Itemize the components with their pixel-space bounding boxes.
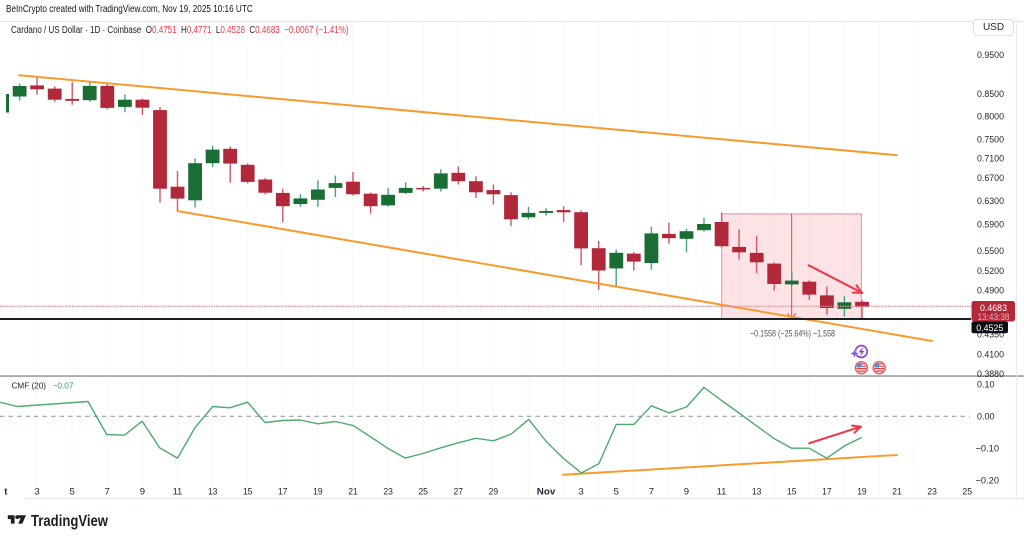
svg-text:5: 5 [614, 487, 619, 498]
svg-text:15: 15 [787, 487, 797, 498]
svg-text:9: 9 [684, 487, 689, 498]
svg-text:25: 25 [418, 487, 428, 498]
svg-text:t: t [4, 487, 8, 498]
svg-text:3: 3 [34, 487, 39, 498]
svg-text:−0.10: −0.10 [976, 444, 1000, 455]
svg-text:13: 13 [208, 487, 218, 498]
svg-text:21: 21 [348, 487, 358, 498]
svg-text:0.6300: 0.6300 [977, 196, 1004, 207]
svg-text:−0.07: −0.07 [53, 381, 74, 391]
svg-text:9: 9 [140, 487, 145, 498]
svg-text:TradingView: TradingView [31, 513, 108, 530]
svg-text:0.4100: 0.4100 [977, 350, 1004, 361]
svg-text:11: 11 [717, 487, 727, 498]
svg-text:27: 27 [454, 487, 464, 498]
svg-text:0.5200: 0.5200 [977, 266, 1004, 277]
svg-text:0.4525: 0.4525 [976, 323, 1003, 334]
svg-text:25: 25 [963, 487, 973, 498]
svg-text:0.8500: 0.8500 [977, 89, 1004, 100]
svg-text:0.00: 0.00 [977, 412, 995, 423]
svg-text:13:43:38: 13:43:38 [978, 312, 1010, 323]
svg-text:0.7100: 0.7100 [977, 154, 1004, 165]
svg-text:17: 17 [822, 487, 832, 498]
svg-text:11: 11 [173, 487, 183, 498]
svg-text:17: 17 [278, 487, 288, 498]
svg-text:23: 23 [927, 487, 937, 498]
svg-text:23: 23 [383, 487, 393, 498]
svg-text:0.8000: 0.8000 [977, 112, 1004, 123]
svg-text:7: 7 [105, 487, 110, 498]
svg-text:0.4900: 0.4900 [977, 286, 1004, 297]
svg-text:15: 15 [243, 487, 253, 498]
svg-text:CMF (20): CMF (20) [12, 381, 47, 391]
svg-text:19: 19 [313, 487, 323, 498]
svg-text:3: 3 [579, 487, 584, 498]
svg-text:0.3880: 0.3880 [977, 369, 1004, 380]
svg-text:−0.20: −0.20 [976, 475, 1000, 486]
svg-text:0.9500: 0.9500 [977, 50, 1004, 61]
svg-text:Nov: Nov [537, 487, 556, 498]
svg-text:19: 19 [857, 487, 867, 498]
svg-text:7: 7 [649, 487, 654, 498]
svg-text:13: 13 [752, 487, 762, 498]
svg-text:0.7500: 0.7500 [977, 134, 1004, 145]
svg-text:5: 5 [70, 487, 75, 498]
svg-text:0.5500: 0.5500 [977, 246, 1004, 257]
svg-text:0.6700: 0.6700 [977, 173, 1004, 184]
svg-text:0.5900: 0.5900 [977, 219, 1004, 230]
svg-text:29: 29 [489, 487, 499, 498]
svg-text:−0.1558 (−25.64%) −1,558: −0.1558 (−25.64%) −1,558 [750, 328, 835, 338]
svg-text:21: 21 [892, 487, 902, 498]
svg-text:0.10: 0.10 [977, 380, 995, 391]
